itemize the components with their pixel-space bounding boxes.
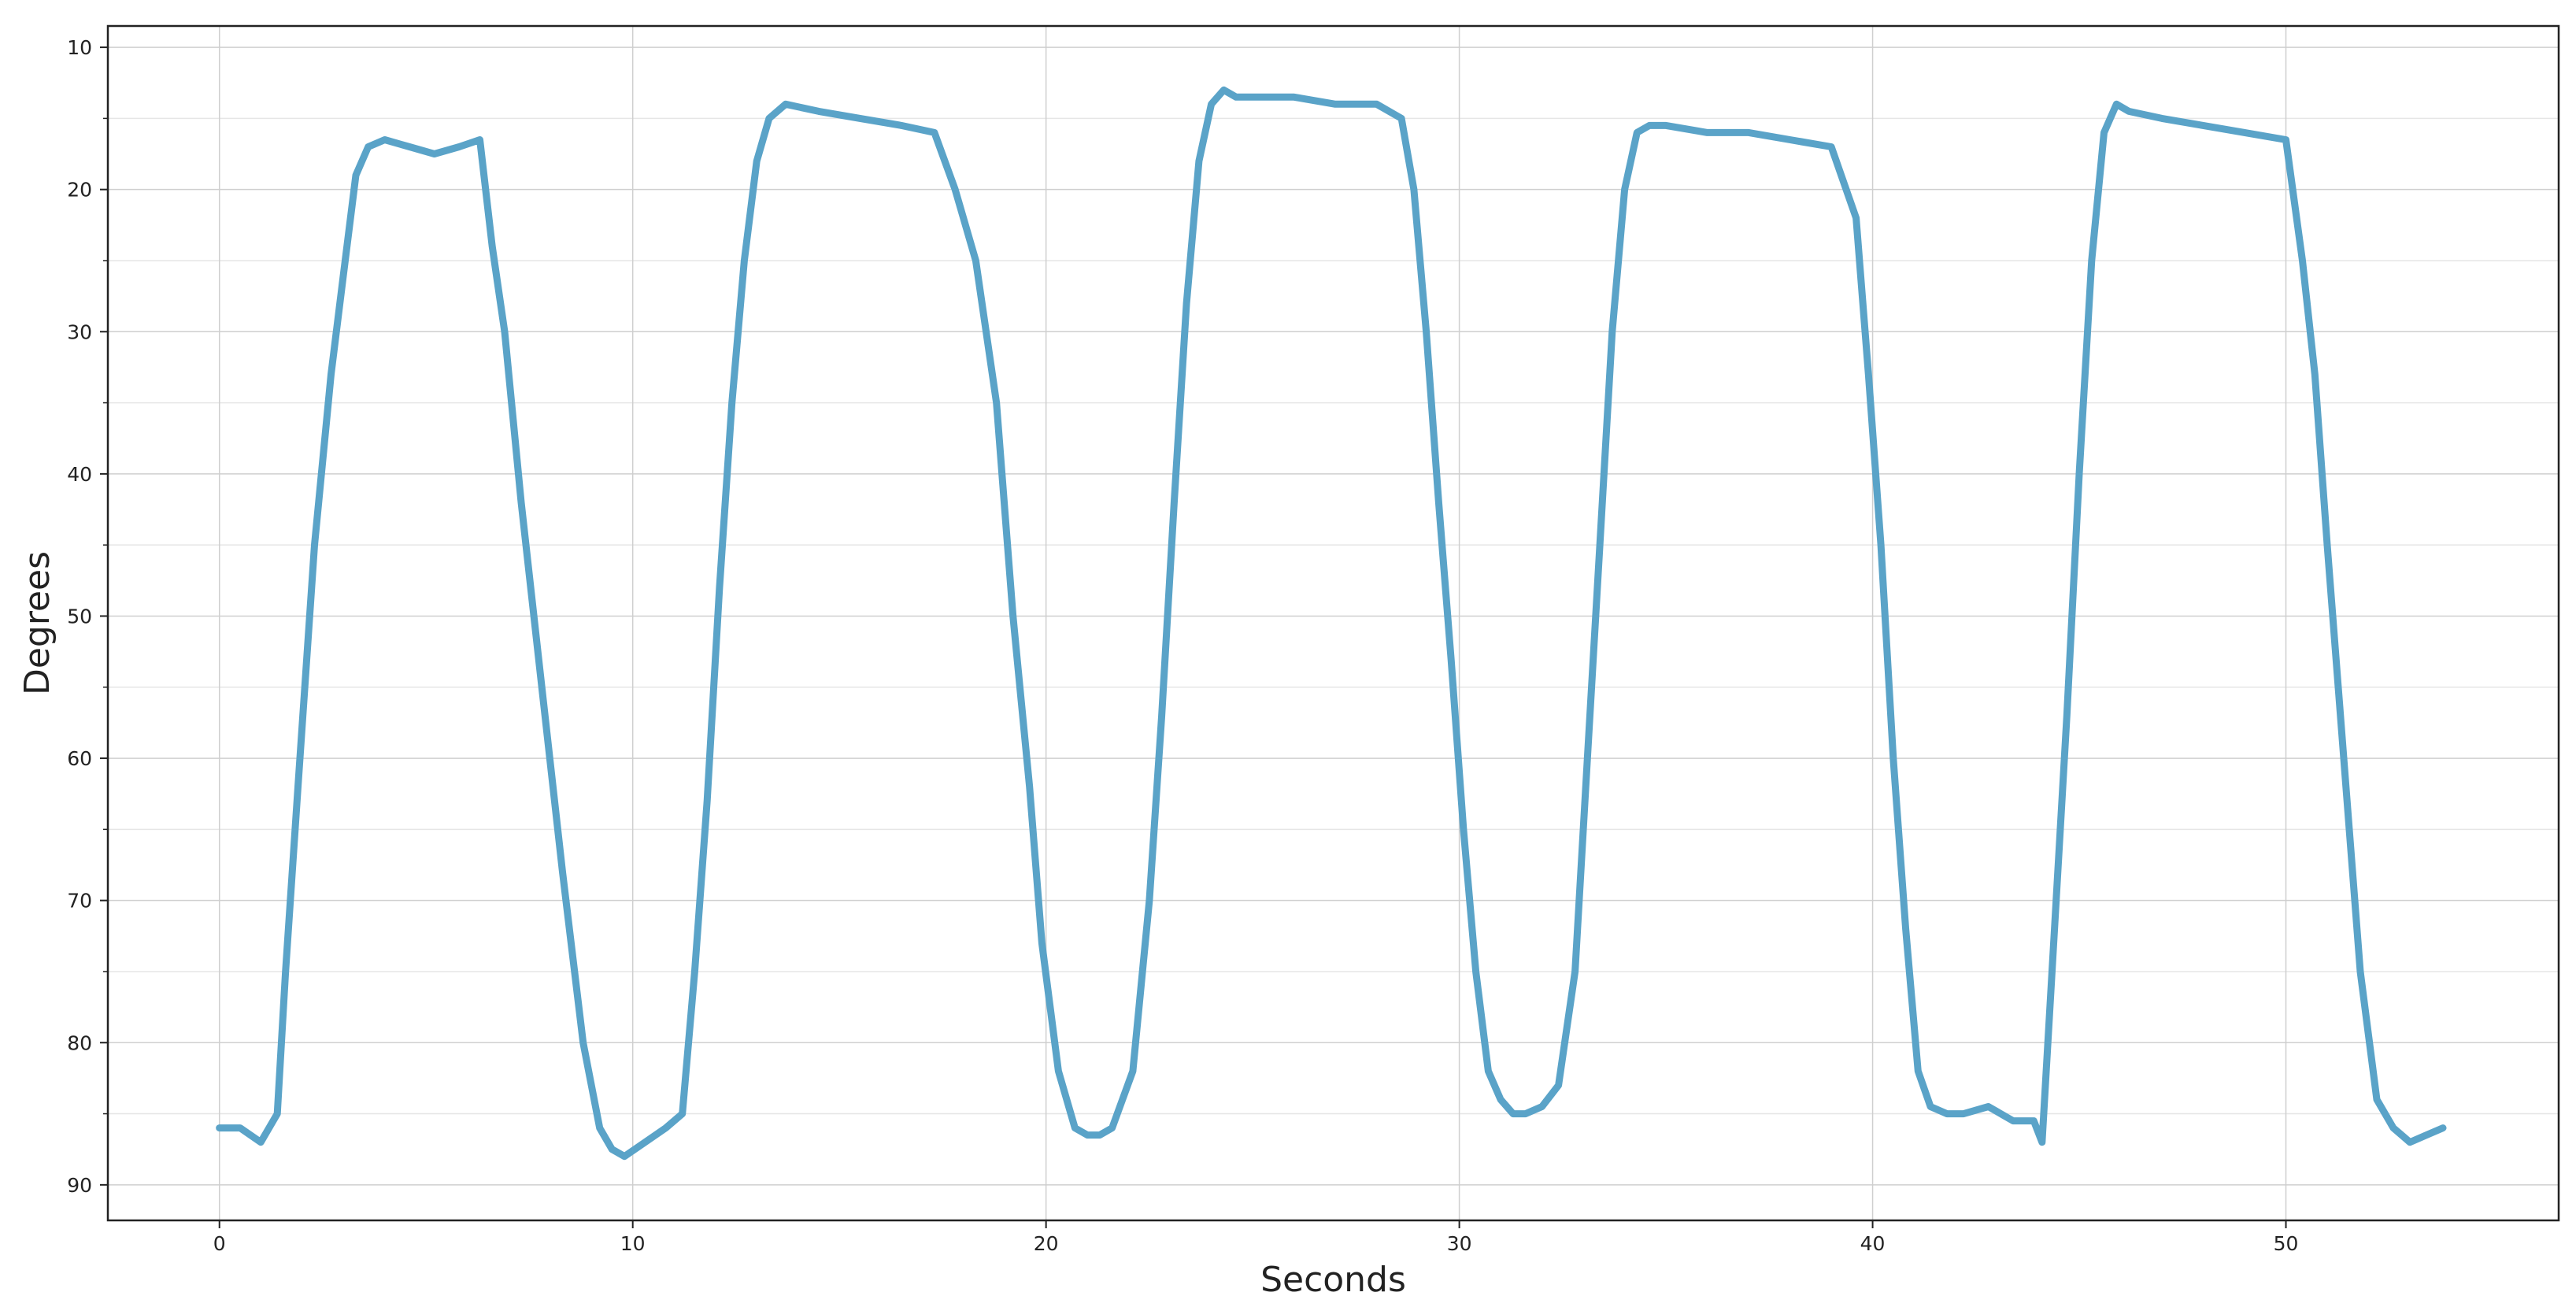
y-tick-label: 80: [67, 1031, 92, 1054]
y-tick-label: 60: [67, 747, 92, 770]
y-tick-label: 10: [67, 36, 92, 59]
y-tick-label: 20: [67, 179, 92, 202]
y-tick-label: 70: [67, 890, 92, 913]
x-tick-label: 0: [213, 1232, 226, 1255]
x-tick-label: 40: [1860, 1232, 1886, 1255]
series-layer: [216, 86, 2447, 1161]
x-tick-label: 50: [2274, 1232, 2299, 1255]
x-tick-label: 10: [620, 1232, 646, 1255]
y-axis-label: Degrees: [17, 551, 57, 695]
y-tick-label: 50: [67, 605, 92, 628]
y-tick-label: 90: [67, 1174, 92, 1197]
x-axis-label: Seconds: [1260, 1260, 1406, 1300]
plot-area-frame: [106, 24, 2560, 1222]
y-tick-label: 30: [67, 320, 92, 343]
series-line: [216, 86, 2447, 1161]
x-tick-label: 20: [1034, 1232, 1059, 1255]
y-tick-label: 40: [67, 463, 92, 486]
x-tick-label: 30: [1447, 1232, 1472, 1255]
axis-ticks: 10 20 30 40 50 60 70 80 90 0 10 20 30 40 50: [67, 36, 2298, 1255]
